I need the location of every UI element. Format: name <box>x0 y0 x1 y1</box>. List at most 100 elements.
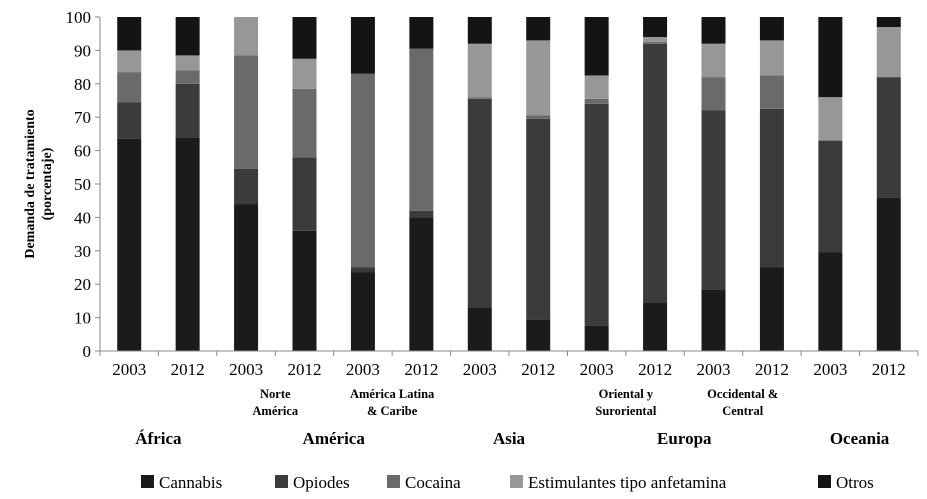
bar-segment <box>234 17 259 56</box>
bar-segment <box>701 17 726 44</box>
bar-segment <box>701 110 726 290</box>
bar-segment <box>350 73 375 268</box>
bar-segment <box>117 72 142 103</box>
bar-segment <box>467 97 492 99</box>
subgroup-label: América Latina & Caribe <box>350 387 435 418</box>
bar-segment <box>175 17 200 56</box>
bar-segment <box>876 77 901 198</box>
bar-segment <box>876 27 901 78</box>
group-label: Oceania <box>830 429 890 448</box>
bar-segment <box>117 138 142 351</box>
legend-label: Estimulantes tipo anfetamina <box>528 473 727 492</box>
subgroup-label-line: Suroriental <box>595 404 656 418</box>
x-tick-label: 2003 <box>346 360 380 379</box>
bars <box>117 17 901 351</box>
bar-segment <box>818 252 843 351</box>
legend-swatch <box>387 475 400 488</box>
y-tick-label: 0 <box>83 342 92 361</box>
x-tick-label: 2003 <box>697 360 731 379</box>
bar-segment <box>526 40 551 116</box>
y-axis-title: Demanda de tratamiento (porcentaje) <box>23 109 55 258</box>
y-tick-label: 30 <box>74 242 91 261</box>
subgroup-label-line: Central <box>722 404 763 418</box>
subgroup-label: Occidental & Central <box>707 387 778 418</box>
x-tick-label: 2012 <box>755 360 789 379</box>
legend-swatch <box>510 475 523 488</box>
y-tick-label: 90 <box>74 41 91 60</box>
bar-segment <box>350 272 375 351</box>
bar-segment <box>292 230 317 351</box>
bar-segment <box>175 55 200 71</box>
bar-segment <box>467 98 492 308</box>
y-axis-title-line: (porcentaje) <box>40 147 55 220</box>
bar-segment <box>526 319 551 351</box>
x-tick-label: 2003 <box>580 360 614 379</box>
bar-segment <box>409 17 434 49</box>
x-tick-label: 2012 <box>521 360 555 379</box>
bar-segment <box>759 40 784 76</box>
legend-label: Opiodes <box>293 473 350 492</box>
group-label: África <box>135 429 182 448</box>
x-tick-label: 2012 <box>404 360 438 379</box>
bar-segment <box>759 17 784 41</box>
y-tick-label: 10 <box>74 309 91 328</box>
x-tick-label: 2003 <box>229 360 263 379</box>
bar-segment <box>701 43 726 78</box>
x-tick-label: 2003 <box>463 360 497 379</box>
subgroup-label-line: & Caribe <box>367 404 418 418</box>
bar-segment <box>584 17 609 76</box>
bar-segment <box>409 48 434 211</box>
x-tick-label: 2003 <box>813 360 847 379</box>
bar-segment <box>584 103 609 326</box>
bar-segment <box>234 168 259 205</box>
legend-swatch <box>275 475 288 488</box>
subgroup-label-line: América Latina <box>350 387 435 401</box>
legend: Cannabis Opiodes Cocaina Estimulantes tipo … <box>141 473 874 492</box>
bar-segment <box>292 58 317 89</box>
legend-label: Cannabis <box>159 473 222 492</box>
bar-segment <box>117 50 142 73</box>
bar-segment <box>467 43 492 98</box>
y-tick-label: 70 <box>74 108 91 127</box>
bar-segment <box>350 17 375 74</box>
bar-segment <box>526 17 551 41</box>
bar-segment <box>876 197 901 351</box>
bar-segment <box>175 83 200 138</box>
bar-segment <box>701 289 726 351</box>
bar-segment <box>876 17 901 28</box>
bar-segment <box>292 17 317 59</box>
bar-segment <box>643 17 668 38</box>
x-tick-label: 2012 <box>872 360 906 379</box>
y-tick-label: 50 <box>74 175 91 194</box>
subgroup-label: Oriental y Suroriental <box>595 387 656 418</box>
y-axis-label: Demanda de tratamiento (porcentaje) <box>23 109 55 258</box>
y-tick-label: 60 <box>74 142 91 161</box>
bar-segment <box>643 37 668 43</box>
subgroup-label-line: Oriental y <box>599 387 654 401</box>
bar-segment <box>759 108 784 268</box>
bar-segment <box>234 204 259 351</box>
subgroup-label: Norte América <box>252 387 299 418</box>
bar-segment <box>409 210 434 218</box>
bar-segment <box>643 302 668 351</box>
group-label: Asia <box>493 429 526 448</box>
bar-segment <box>643 42 668 44</box>
y-tick-label: 100 <box>66 8 92 27</box>
y-tick-label: 80 <box>74 75 91 94</box>
bar-segment <box>175 137 200 351</box>
y-tick-label: 20 <box>74 275 91 294</box>
bar-segment <box>759 267 784 351</box>
x-tick-label: 2012 <box>171 360 205 379</box>
y-axis: 0 10 20 30 40 50 60 70 80 90 100 <box>66 8 101 361</box>
bar-segment <box>584 325 609 351</box>
subgroup-label-line: Norte <box>260 387 291 401</box>
bar-segment <box>643 43 668 303</box>
bar-segment <box>350 267 375 273</box>
bar-segment <box>818 17 843 98</box>
y-axis-title-line: Demanda de tratamiento <box>23 109 38 258</box>
y-tick-label: 40 <box>74 208 91 227</box>
x-tick-label: 2012 <box>288 360 322 379</box>
bar-segment <box>526 115 551 119</box>
legend-swatch <box>141 475 154 488</box>
